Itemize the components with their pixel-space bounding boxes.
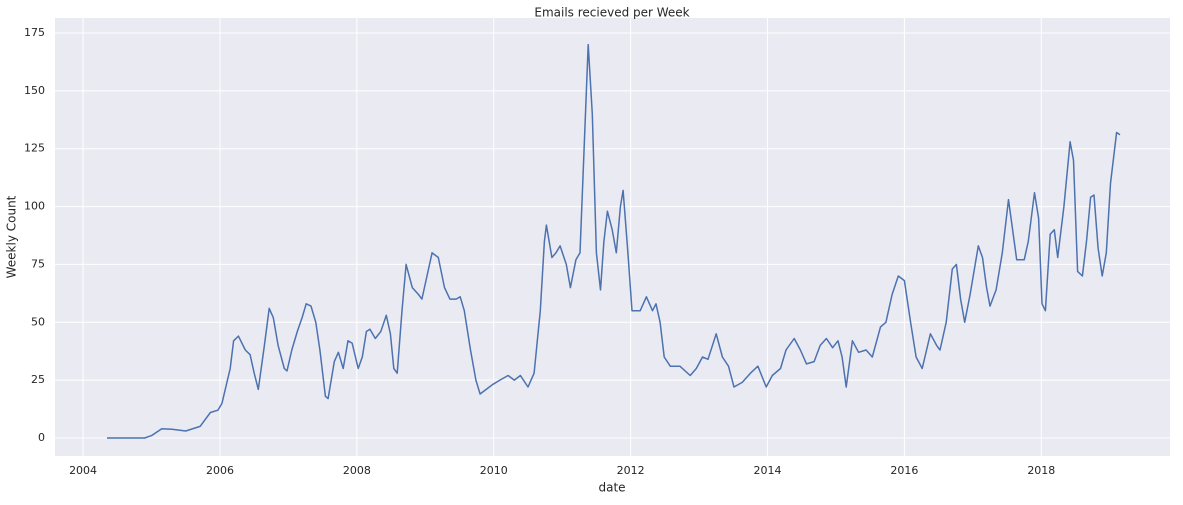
x-tick-label: 2018 — [1027, 464, 1055, 477]
y-tick-label: 25 — [31, 373, 45, 386]
x-tick-label: 2008 — [343, 464, 371, 477]
x-tick-label: 2010 — [480, 464, 508, 477]
y-axis-label: Weekly Count — [5, 195, 19, 278]
y-tick-label: 100 — [24, 200, 45, 213]
x-tick-label: 2014 — [754, 464, 782, 477]
x-tick-label: 2004 — [69, 464, 97, 477]
chart-title: Emails recieved per Week — [534, 6, 689, 20]
y-tick-label: 0 — [38, 431, 45, 444]
x-axis-label: date — [598, 481, 625, 495]
plot-area — [55, 18, 1170, 456]
y-tick-label: 125 — [24, 142, 45, 155]
y-tick-label: 150 — [24, 84, 45, 97]
x-tick-label: 2006 — [206, 464, 234, 477]
data-line — [107, 43, 1121, 439]
y-tick-label: 75 — [31, 257, 45, 270]
x-tick-label: 2016 — [890, 464, 918, 477]
y-tick-label: 175 — [24, 26, 45, 39]
x-tick-label: 2012 — [617, 464, 645, 477]
y-tick-label: 50 — [31, 315, 45, 328]
